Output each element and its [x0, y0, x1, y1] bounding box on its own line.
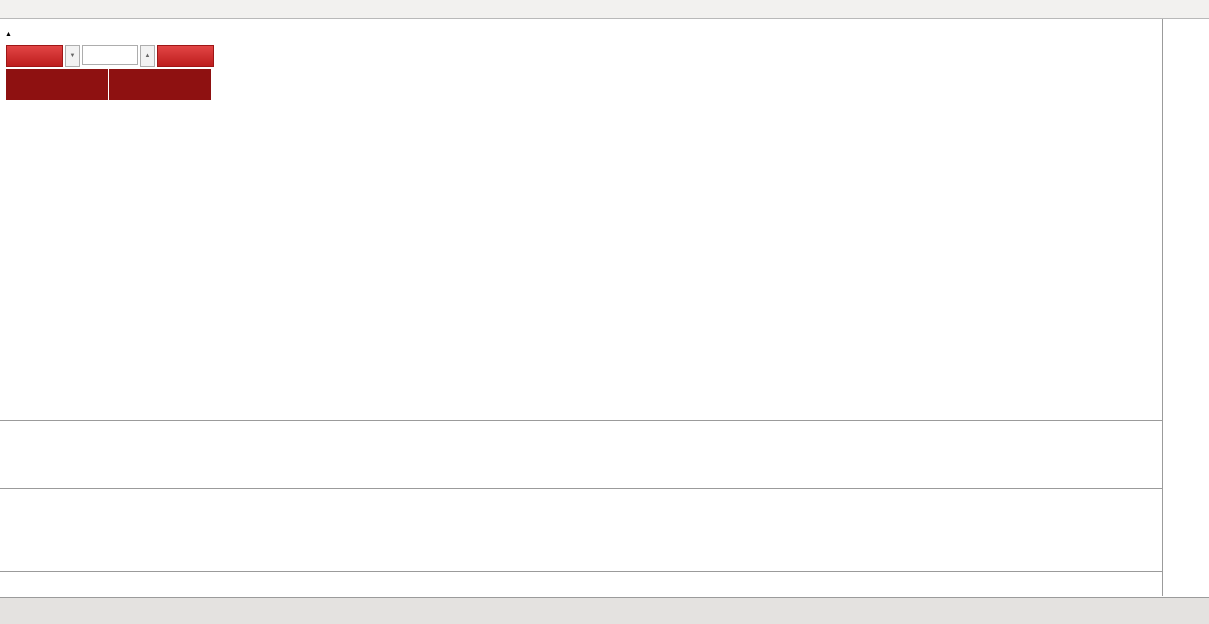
time-axis[interactable]	[0, 572, 1162, 596]
panel-separator[interactable]	[0, 420, 1209, 421]
panel-separator[interactable]	[0, 488, 1209, 489]
chart-canvas[interactable]	[0, 18, 1162, 596]
macd-indicator-label	[4, 423, 14, 434]
rsi-indicator-label	[4, 490, 9, 501]
tab-scroll-right-button[interactable]	[1186, 600, 1206, 622]
bid-price-display[interactable]	[6, 69, 108, 100]
lot-decrease-button[interactable]: ▼	[65, 45, 80, 67]
chevron-up-icon: ▲	[144, 53, 151, 59]
collapse-chart-icon[interactable]: ▲	[5, 31, 12, 38]
timeframe-toolbar	[0, 0, 1209, 19]
axis-separator	[1162, 18, 1163, 596]
chart-title: ▲	[5, 28, 42, 41]
lot-increase-button[interactable]: ▲	[140, 45, 155, 67]
chevron-down-icon: ▼	[69, 53, 76, 59]
one-click-trading-panel: ▼ ▲	[6, 45, 214, 100]
price-axis[interactable]	[1163, 18, 1209, 596]
panel-separator	[0, 571, 1209, 572]
buy-button[interactable]	[157, 45, 214, 67]
chart-tabs-bar	[0, 597, 1209, 624]
lot-size-input[interactable]	[82, 45, 138, 65]
ask-price-display[interactable]	[109, 69, 211, 100]
sell-button[interactable]	[6, 45, 63, 67]
